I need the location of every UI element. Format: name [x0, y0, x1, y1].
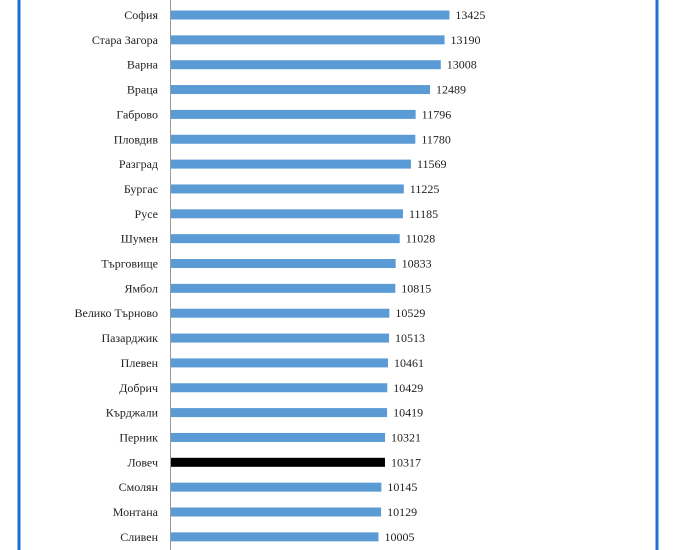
value-label-варна: 13008	[447, 58, 477, 72]
bar-варна	[171, 60, 441, 70]
bar-кърджали	[171, 408, 388, 418]
bar-плевен	[171, 358, 388, 368]
category-label-кърджали: Кърджали	[106, 406, 159, 420]
category-label-перник: Перник	[119, 430, 158, 444]
category-label-смолян: Смолян	[119, 480, 159, 494]
value-label-пазарджик: 10513	[395, 331, 425, 345]
value-label-монтана: 10129	[387, 505, 417, 519]
bar-перник	[171, 432, 386, 442]
category-label-враца: Враца	[127, 83, 159, 97]
value-label-враца: 12489	[436, 83, 466, 97]
category-label-габрово: Габрово	[116, 107, 158, 121]
chart-marks: София 13425 Стара Загора 13190 Варна 13008 Вра…	[74, 8, 485, 544]
category-label-сливен: Сливен	[120, 530, 158, 544]
bar-ямбол	[171, 283, 396, 293]
category-label-добрич: Добрич	[119, 381, 158, 395]
bar-пловдив	[171, 134, 416, 144]
category-label-плевен: Плевен	[121, 356, 159, 370]
bar-сливен	[171, 532, 379, 542]
value-label-стара-загора: 13190	[451, 33, 481, 47]
category-label-пловдив: Пловдив	[114, 132, 159, 146]
category-label-бургас: Бургас	[124, 182, 158, 196]
bar-враца	[171, 85, 431, 95]
bar-пазарджик	[171, 333, 390, 343]
category-label-ловеч: Ловеч	[128, 455, 159, 469]
value-label-плевен: 10461	[394, 356, 424, 370]
bar-търговище	[171, 259, 396, 268]
bar-разград	[171, 159, 411, 169]
bar-велико-търново	[171, 308, 390, 318]
value-label-софия: 13425	[455, 8, 485, 22]
value-label-шумен: 11028	[406, 232, 436, 246]
bar-софия	[171, 10, 450, 20]
value-label-русе: 11185	[409, 207, 438, 221]
value-label-търговище: 10833	[402, 257, 432, 271]
bar-габрово	[171, 109, 416, 119]
category-label-варна: Варна	[127, 58, 159, 72]
value-label-кърджали: 10419	[393, 406, 423, 420]
value-label-разград: 11569	[417, 157, 447, 171]
value-label-ловеч: 10317	[391, 455, 421, 469]
value-label-перник: 10321	[391, 430, 421, 444]
bar-бургас	[171, 184, 404, 194]
category-label-търговище: Търговище	[101, 257, 158, 271]
value-label-пловдив: 11780	[421, 132, 451, 146]
category-label-русе: Русе	[135, 207, 158, 221]
bar-добрич	[171, 383, 388, 393]
value-label-ямбол: 10815	[401, 281, 431, 295]
category-label-софия: София	[124, 8, 158, 22]
bar-стара-загора	[171, 35, 445, 45]
value-label-сливен: 10005	[385, 530, 415, 544]
value-label-габрово: 11796	[422, 107, 452, 121]
category-label-разград: Разград	[119, 157, 158, 171]
bar-монтана	[171, 507, 382, 517]
value-label-велико-търново: 10529	[395, 306, 425, 320]
category-label-стара-загора: Стара Загора	[92, 33, 159, 47]
category-label-ямбол: Ямбол	[124, 281, 158, 295]
category-label-пазарджик: Пазарджик	[101, 331, 158, 345]
value-label-добрич: 10429	[393, 381, 423, 395]
value-label-смолян: 10145	[387, 480, 417, 494]
bar-шумен	[171, 234, 400, 244]
category-label-монтана: Монтана	[113, 505, 159, 519]
bar-смолян	[171, 482, 382, 492]
bar-русе	[171, 209, 403, 219]
value-label-бургас: 11225	[410, 182, 440, 196]
category-label-шумен: Шумен	[121, 232, 159, 246]
category-label-велико-търново: Велико Търново	[74, 306, 158, 320]
bar-ловеч	[171, 457, 385, 467]
